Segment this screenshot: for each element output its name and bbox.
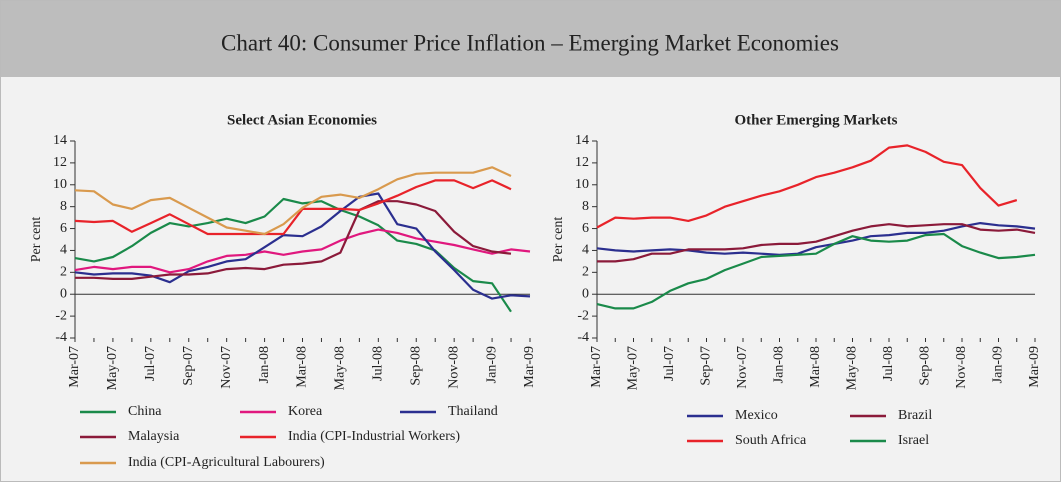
legend-label: Mexico (735, 408, 778, 423)
x-tick-label: Sep-07 (181, 346, 196, 386)
y-tick-label: 14 (53, 133, 67, 148)
y-tick-label: 10 (575, 177, 589, 192)
legend-label: Malaysia (128, 429, 180, 444)
page-title: Chart 40: Consumer Price Inflation – Eme… (221, 30, 839, 55)
x-tick-label: Jul-08 (371, 346, 386, 381)
x-tick-label: Jul-08 (881, 346, 896, 381)
x-tick-label: Mar-07 (589, 346, 604, 388)
legend-label: Brazil (898, 408, 932, 423)
x-tick-label: May-07 (105, 346, 120, 390)
legend-label: India (CPI-Industrial Workers) (288, 429, 460, 444)
x-tick-label: May-08 (333, 346, 348, 390)
y-axis-label: Per cent (551, 217, 566, 263)
series-line (597, 223, 1036, 263)
legend-label: South Africa (735, 433, 807, 448)
y-tick-label: 2 (60, 265, 67, 280)
y-tick-label: 4 (60, 243, 67, 258)
x-tick-label: Jan-09 (991, 346, 1006, 383)
x-tick-label: Jan-08 (257, 346, 272, 383)
y-tick-label: 2 (582, 265, 589, 280)
x-tick-label: Nov-08 (446, 346, 461, 389)
legend-label: India (CPI-Agricultural Labourers) (128, 455, 325, 470)
y-tick-label: 12 (53, 155, 67, 170)
x-tick-label: Mar-08 (808, 346, 823, 388)
y-tick-label: 0 (582, 286, 589, 301)
x-tick-label: Nov-08 (954, 346, 969, 389)
series-line (596, 222, 1036, 256)
legend-label: Israel (898, 433, 929, 448)
y-tick-label: -4 (55, 330, 67, 345)
x-tick-label: Nov-07 (735, 346, 750, 389)
x-tick-label: Sep-07 (699, 346, 714, 386)
x-tick-label: May-07 (626, 346, 641, 390)
x-tick-label: Mar-09 (1027, 346, 1042, 388)
y-tick-label: 12 (575, 155, 589, 170)
legend-label: Thailand (448, 404, 498, 419)
y-tick-label: -4 (577, 330, 589, 345)
x-tick-label: May-08 (845, 346, 860, 390)
x-tick-label: Mar-08 (295, 346, 310, 388)
legend-label: China (128, 404, 162, 419)
x-tick-label: Mar-07 (67, 346, 82, 388)
y-axis-label: Per cent (29, 217, 44, 263)
series-line (74, 166, 512, 236)
x-tick-label: Sep-08 (408, 346, 423, 386)
x-tick-label: Jan-08 (772, 346, 787, 383)
legend-label: Korea (288, 404, 323, 419)
series-line (596, 232, 1036, 310)
y-tick-label: 6 (60, 221, 67, 236)
chart-title: Select Asian Economies (227, 112, 377, 128)
y-tick-label: 4 (582, 243, 589, 258)
y-tick-label: 6 (582, 221, 589, 236)
x-tick-label: Jan-09 (484, 346, 499, 383)
title-band (1, 1, 1060, 77)
series-line (596, 144, 1018, 229)
y-tick-label: 8 (582, 199, 589, 214)
x-tick-label: Nov-07 (219, 346, 234, 389)
series-line (75, 200, 512, 280)
series-line (74, 179, 512, 236)
series-line (74, 228, 531, 274)
y-tick-label: -2 (55, 308, 67, 323)
x-tick-label: Jul-07 (662, 346, 677, 381)
x-tick-label: Mar-09 (522, 346, 537, 388)
y-tick-label: 10 (53, 177, 67, 192)
chart-title: Other Emerging Markets (734, 112, 897, 128)
y-tick-label: 14 (575, 133, 589, 148)
x-tick-label: Sep-08 (918, 346, 933, 386)
x-tick-label: Jul-07 (143, 346, 158, 381)
y-tick-label: -2 (577, 308, 589, 323)
y-tick-label: 8 (60, 199, 67, 214)
y-tick-label: 0 (60, 286, 67, 301)
